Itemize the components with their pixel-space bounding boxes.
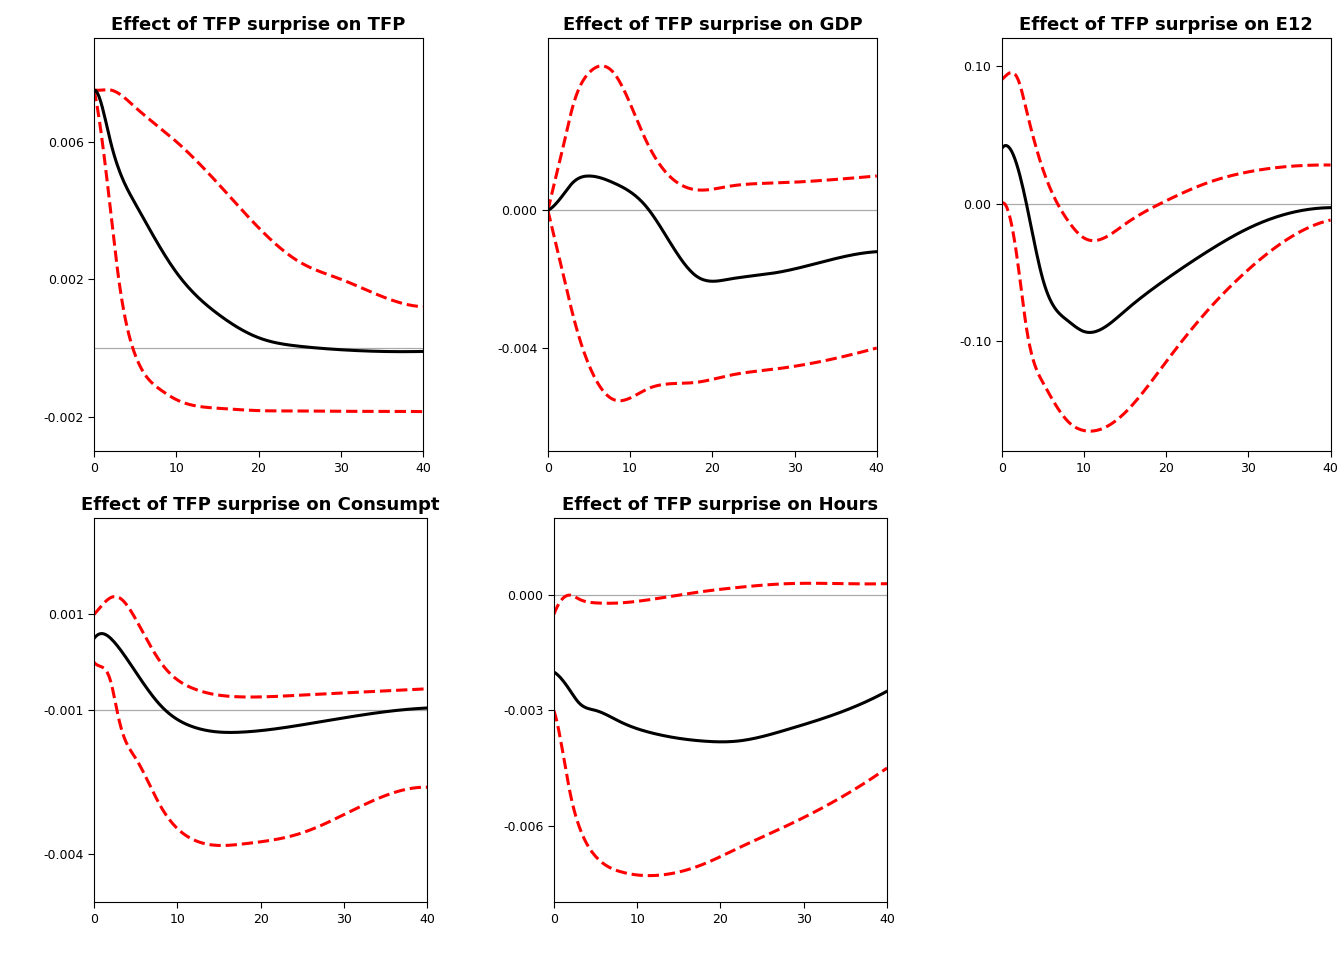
Title: Effect of TFP surprise on Hours: Effect of TFP surprise on Hours — [562, 496, 879, 514]
Title: Effect of TFP surprise on Consumpt: Effect of TFP surprise on Consumpt — [82, 496, 439, 514]
Title: Effect of TFP surprise on E12: Effect of TFP surprise on E12 — [1019, 16, 1313, 34]
Title: Effect of TFP surprise on TFP: Effect of TFP surprise on TFP — [112, 16, 406, 34]
Title: Effect of TFP surprise on GDP: Effect of TFP surprise on GDP — [563, 16, 862, 34]
